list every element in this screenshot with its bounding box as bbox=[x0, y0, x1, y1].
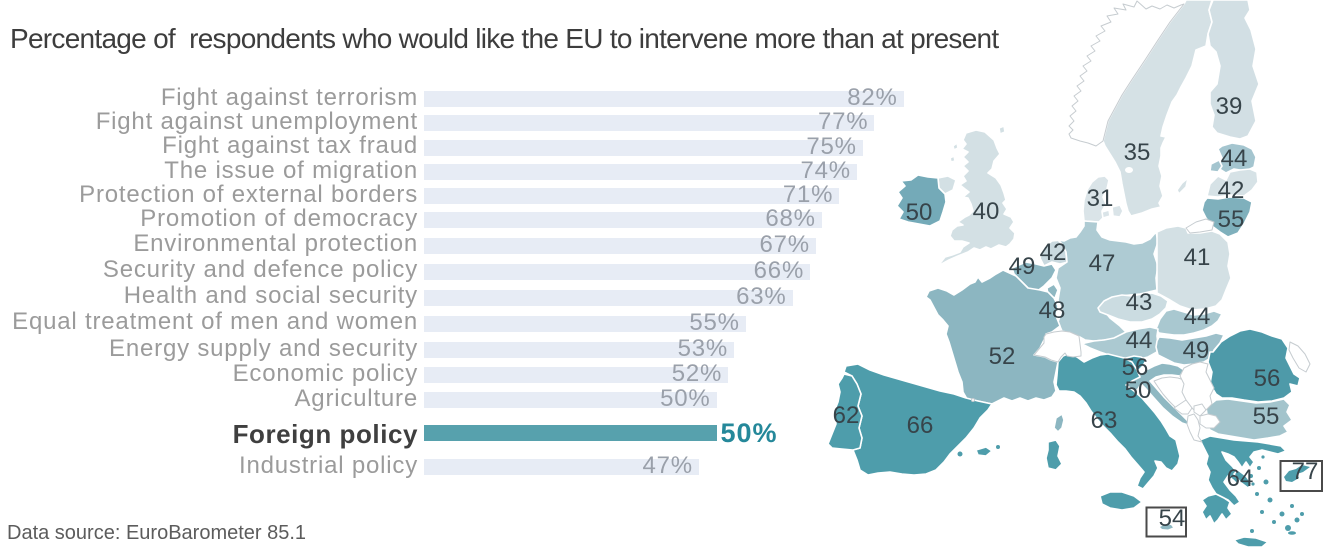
svg-text:64: 64 bbox=[1227, 465, 1254, 492]
svg-text:42: 42 bbox=[1218, 177, 1245, 204]
svg-text:56: 56 bbox=[1122, 354, 1149, 381]
svg-text:66: 66 bbox=[907, 412, 934, 439]
svg-text:62: 62 bbox=[833, 402, 860, 429]
svg-text:39: 39 bbox=[1216, 93, 1243, 120]
svg-text:63: 63 bbox=[1091, 407, 1118, 434]
svg-text:55: 55 bbox=[1218, 206, 1245, 233]
svg-text:49: 49 bbox=[1183, 337, 1210, 364]
svg-text:43: 43 bbox=[1126, 289, 1153, 316]
svg-text:48: 48 bbox=[1039, 297, 1066, 324]
svg-text:44: 44 bbox=[1126, 327, 1153, 354]
svg-text:55: 55 bbox=[1253, 403, 1280, 430]
svg-text:44: 44 bbox=[1184, 303, 1211, 330]
svg-text:47: 47 bbox=[1089, 250, 1116, 277]
svg-text:52: 52 bbox=[989, 343, 1016, 370]
svg-text:50: 50 bbox=[1125, 377, 1152, 404]
svg-text:40: 40 bbox=[973, 198, 1000, 225]
svg-text:41: 41 bbox=[1184, 244, 1211, 271]
svg-text:49: 49 bbox=[1009, 253, 1036, 280]
svg-text:77: 77 bbox=[1292, 458, 1319, 485]
svg-text:50: 50 bbox=[906, 199, 933, 226]
svg-text:54: 54 bbox=[1159, 505, 1186, 532]
svg-text:42: 42 bbox=[1040, 239, 1067, 266]
svg-text:31: 31 bbox=[1087, 185, 1114, 212]
svg-text:35: 35 bbox=[1124, 139, 1151, 166]
svg-text:56: 56 bbox=[1254, 365, 1281, 392]
svg-text:44: 44 bbox=[1221, 145, 1248, 172]
